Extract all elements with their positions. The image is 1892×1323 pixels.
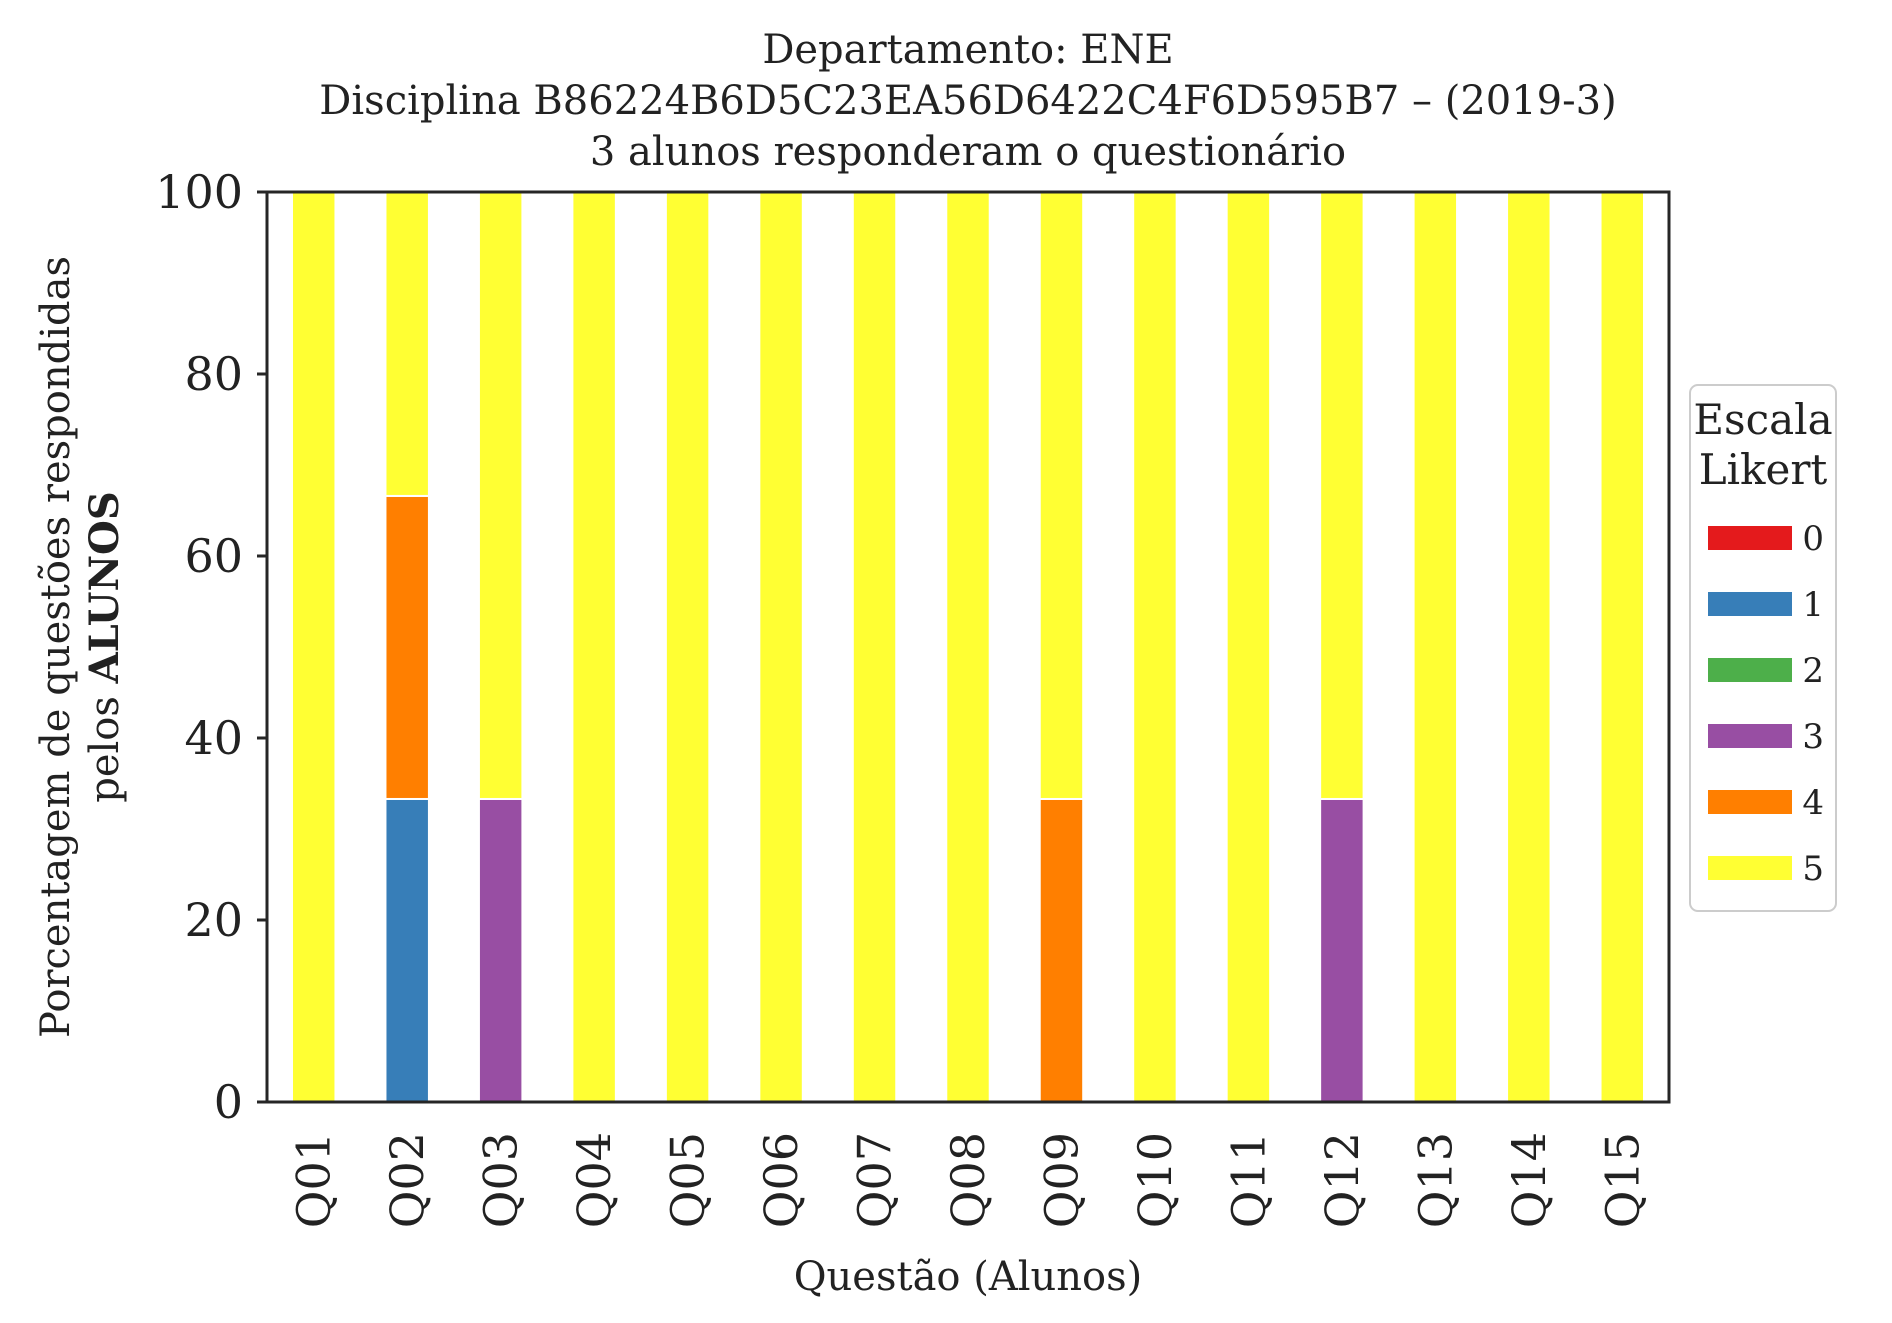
x-tick-label: Q05 [661,1132,715,1228]
title-line-2: Disciplina B86224B6D5C23EA56D6422C4F6D59… [319,78,1616,124]
bar-segment-q04-likert-5 [571,191,617,1103]
legend-swatch-3 [1708,724,1792,748]
legend: Escala Likert 0 1 2 3 4 5 [1689,384,1837,912]
y-axis-label-prefix: pelos [82,683,128,802]
y-axis-label-bold: ALUNOS [81,491,128,684]
x-tick-label: Q02 [380,1132,434,1228]
x-tick-label: Q01 [287,1132,341,1228]
x-axis-ticks: Q01 Q02 Q03 Q04 Q05 Q06 Q07 Q08 Q09 Q10 Q11 Q12 Q13 Q… [287,1132,1650,1228]
bar-segment-q12-likert-5 [1319,191,1365,800]
x-tick-label: Q03 [474,1132,528,1228]
bar-segment-q03-likert-3 [477,797,524,1103]
x-tick-q09: Q09 [1034,1132,1088,1228]
bar-segment-q14-likert-5 [1506,191,1552,1103]
bar-segment-q12-likert-3 [1319,797,1365,1103]
x-tick-q04: Q04 [567,1132,621,1228]
title-line-3: 3 alunos responderam o questionário [590,129,1346,175]
legend-label-3: 3 [1802,717,1824,757]
legend-swatch-4 [1708,790,1792,814]
bar-segment-q09-likert-4 [1038,797,1085,1103]
y-tick-label: 100 [155,165,243,219]
x-tick-label: Q10 [1128,1132,1182,1228]
bar-segment-q05-likert-5 [664,191,711,1103]
x-tick-label: Q12 [1315,1132,1369,1228]
legend-label-0: 0 [1802,519,1824,559]
y-tick-label: 60 [184,529,243,583]
legend-swatch-1 [1708,592,1792,616]
bar-segment-q13-likert-5 [1412,191,1459,1103]
bar-segment-q11-likert-5 [1225,191,1272,1103]
y-tick-label: 0 [214,1075,243,1129]
bar-segment-q06-likert-5 [758,191,804,1103]
bar-segment-q01-likert-5 [291,191,337,1103]
bar-segment-q15-likert-5 [1599,191,1646,1103]
bar-segment-q02-likert-4 [384,494,430,800]
y-tick-label: 80 [184,347,243,401]
legend-label-2: 2 [1802,651,1824,691]
legend-swatch-0 [1708,526,1792,550]
x-tick-q11: Q11 [1221,1132,1275,1228]
x-tick-q01: Q01 [287,1132,341,1228]
bar-segment-q10-likert-5 [1132,191,1178,1103]
x-tick-label: Q11 [1221,1132,1275,1228]
bar-segment-q09-likert-5 [1038,191,1085,800]
legend-label-5: 5 [1802,849,1824,889]
x-tick-q06: Q06 [754,1132,808,1228]
x-tick-label: Q14 [1502,1132,1556,1228]
x-tick-q14: Q14 [1502,1132,1556,1228]
bars [291,191,1646,1103]
x-tick-q13: Q13 [1408,1132,1462,1228]
legend-swatch-2 [1708,658,1792,682]
x-tick-q15: Q15 [1595,1132,1649,1228]
title-line-1: Departamento: ENE [762,27,1173,73]
x-tick-label: Q15 [1595,1132,1649,1228]
legend-label-1: 1 [1802,585,1824,625]
x-tick-q03: Q03 [474,1132,528,1228]
y-axis-label-line-1: Porcentagem de questões respondidas [33,256,79,1038]
y-tick-label: 20 [184,893,243,947]
x-axis-label: Questão (Alunos) [794,1254,1143,1300]
y-tick-label: 40 [184,711,243,765]
chart-title: Departamento: ENE Disciplina B86224B6D5C… [319,27,1616,175]
bar-segment-q03-likert-5 [477,191,524,800]
y-axis-ticks: 0 20 40 60 80 100 [155,165,267,1129]
legend-label-4: 4 [1802,783,1824,823]
x-tick-q12: Q12 [1315,1132,1369,1228]
y-axis-label: Porcentagem de questões respondidas pelo… [33,256,128,1038]
legend-title-line-1: Escala [1693,395,1832,444]
x-tick-label: Q07 [848,1132,902,1228]
bar-segment-q07-likert-5 [851,191,898,1103]
plot-area-frame [265,190,1671,1104]
legend-title-line-2: Likert [1699,445,1828,494]
legend-swatch-5 [1708,856,1792,880]
x-tick-label: Q09 [1034,1132,1088,1228]
x-tick-q07: Q07 [848,1132,902,1228]
x-tick-label: Q08 [941,1132,995,1228]
legend-box [1689,384,1837,912]
x-tick-label: Q04 [567,1132,621,1228]
x-tick-label: Q06 [754,1132,808,1228]
bar-segment-q02-likert-5 [384,191,430,497]
x-tick-q08: Q08 [941,1132,995,1228]
legend-items: 0 1 2 3 4 5 [1708,519,1824,889]
x-tick-label: Q13 [1408,1132,1462,1228]
x-tick-q10: Q10 [1128,1132,1182,1228]
bar-segment-q08-likert-5 [945,191,991,1103]
x-tick-q02: Q02 [380,1132,434,1228]
bar-segment-q02-likert-1 [384,797,430,1103]
x-tick-q05: Q05 [661,1132,715,1228]
y-axis-label-line-2: pelos ALUNOS [81,491,128,803]
